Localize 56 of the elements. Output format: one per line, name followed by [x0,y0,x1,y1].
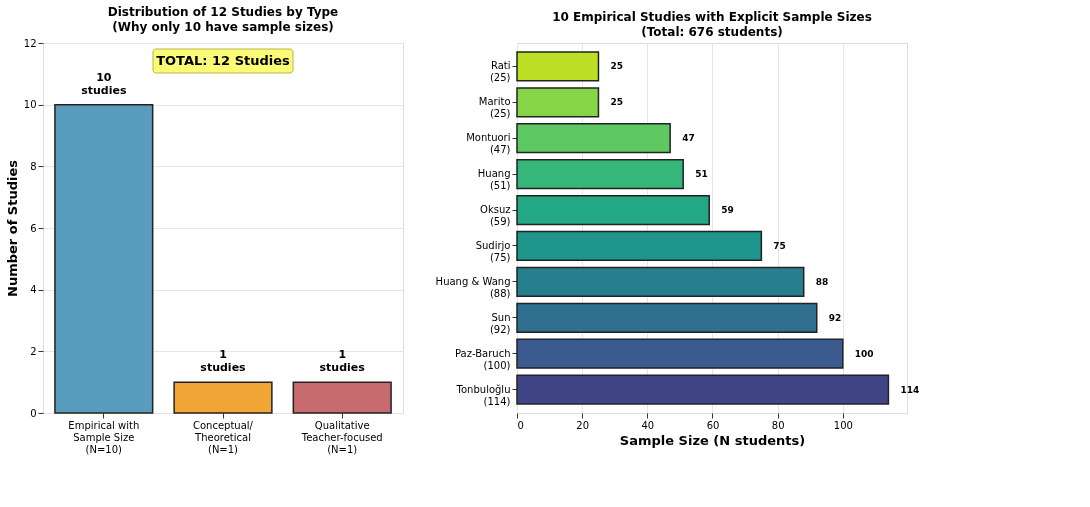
y-tick-label: Tonbuloğlu (114) [455,383,511,407]
data-label: 75 [773,240,786,251]
annotation: TOTAL: 12 Studies [156,53,291,68]
chart-subtitle: (Total: 676 students) [641,25,783,39]
y-tick-label: 12 [23,37,37,49]
data-label: 88 [815,276,829,287]
bar [516,159,684,190]
data-label: 59 [721,205,734,216]
y-tick-label: 8 [30,160,37,172]
x-tick-label: 40 [641,419,655,431]
x-axis-title: Sample Size (N students) [619,432,806,448]
x-tick-label: Empirical with Sample Size (N=10) [68,419,140,455]
x-tick-label: 80 [771,419,785,431]
x-tick-label: Conceptual/ Theoretical (N=1) [193,419,254,455]
bar [516,266,805,297]
y-tick-label: Sun (92) [489,311,511,335]
bar [516,194,710,226]
bar [516,123,671,154]
y-tick-label: Huang (51) [477,168,511,192]
bar [516,374,890,405]
bar [516,230,763,262]
x-tick-label: 20 [576,419,590,431]
y-tick-label: Oksuz (59) [480,204,511,228]
y-tick-label: 2 [30,345,37,357]
data-label: 51 [695,169,708,180]
y-tick-label: Sudirjo (75) [475,239,511,263]
x-tick-label: 0 [517,419,524,431]
y-tick-label: 4 [30,284,37,296]
data-label: 25 [610,97,623,108]
y-tick-label: Rati (25) [489,60,511,84]
y-axis-title: Number of Studies [4,159,20,298]
x-tick-label: Qualitative Teacher-focused (N=1) [300,419,383,455]
data-label: 47 [682,133,695,144]
chart-subtitle: (Why only 10 have sample sizes) [112,20,334,34]
y-tick-label: 10 [23,99,37,111]
data-label: 10 studies [81,70,127,97]
data-label: 1 studies [319,348,366,375]
y-tick-label: Montuori (47) [466,132,511,156]
bar [516,51,600,82]
data-label: 92 [828,312,842,323]
data-label: 1 studies [200,348,247,375]
data-label: 114 [900,384,920,395]
bar [516,338,844,369]
x-tick-label: 100 [833,419,853,431]
bar [516,302,818,333]
y-tick-label: Marito (25) [478,96,511,120]
y-tick-label: Huang & Wang (88) [435,275,511,299]
data-label: 25 [610,61,623,72]
x-tick-label: 60 [706,419,720,431]
data-label: 100 [854,348,874,359]
y-tick-label: 0 [30,407,37,419]
chart-title: Distribution of 12 Studies by Type [107,5,339,19]
bar [516,87,600,118]
y-tick-label: 6 [30,222,37,234]
chart-title: 10 Empirical Studies with Explicit Sample Sizes [552,10,872,24]
y-tick-label: Paz-Baruch (100) [455,347,511,371]
